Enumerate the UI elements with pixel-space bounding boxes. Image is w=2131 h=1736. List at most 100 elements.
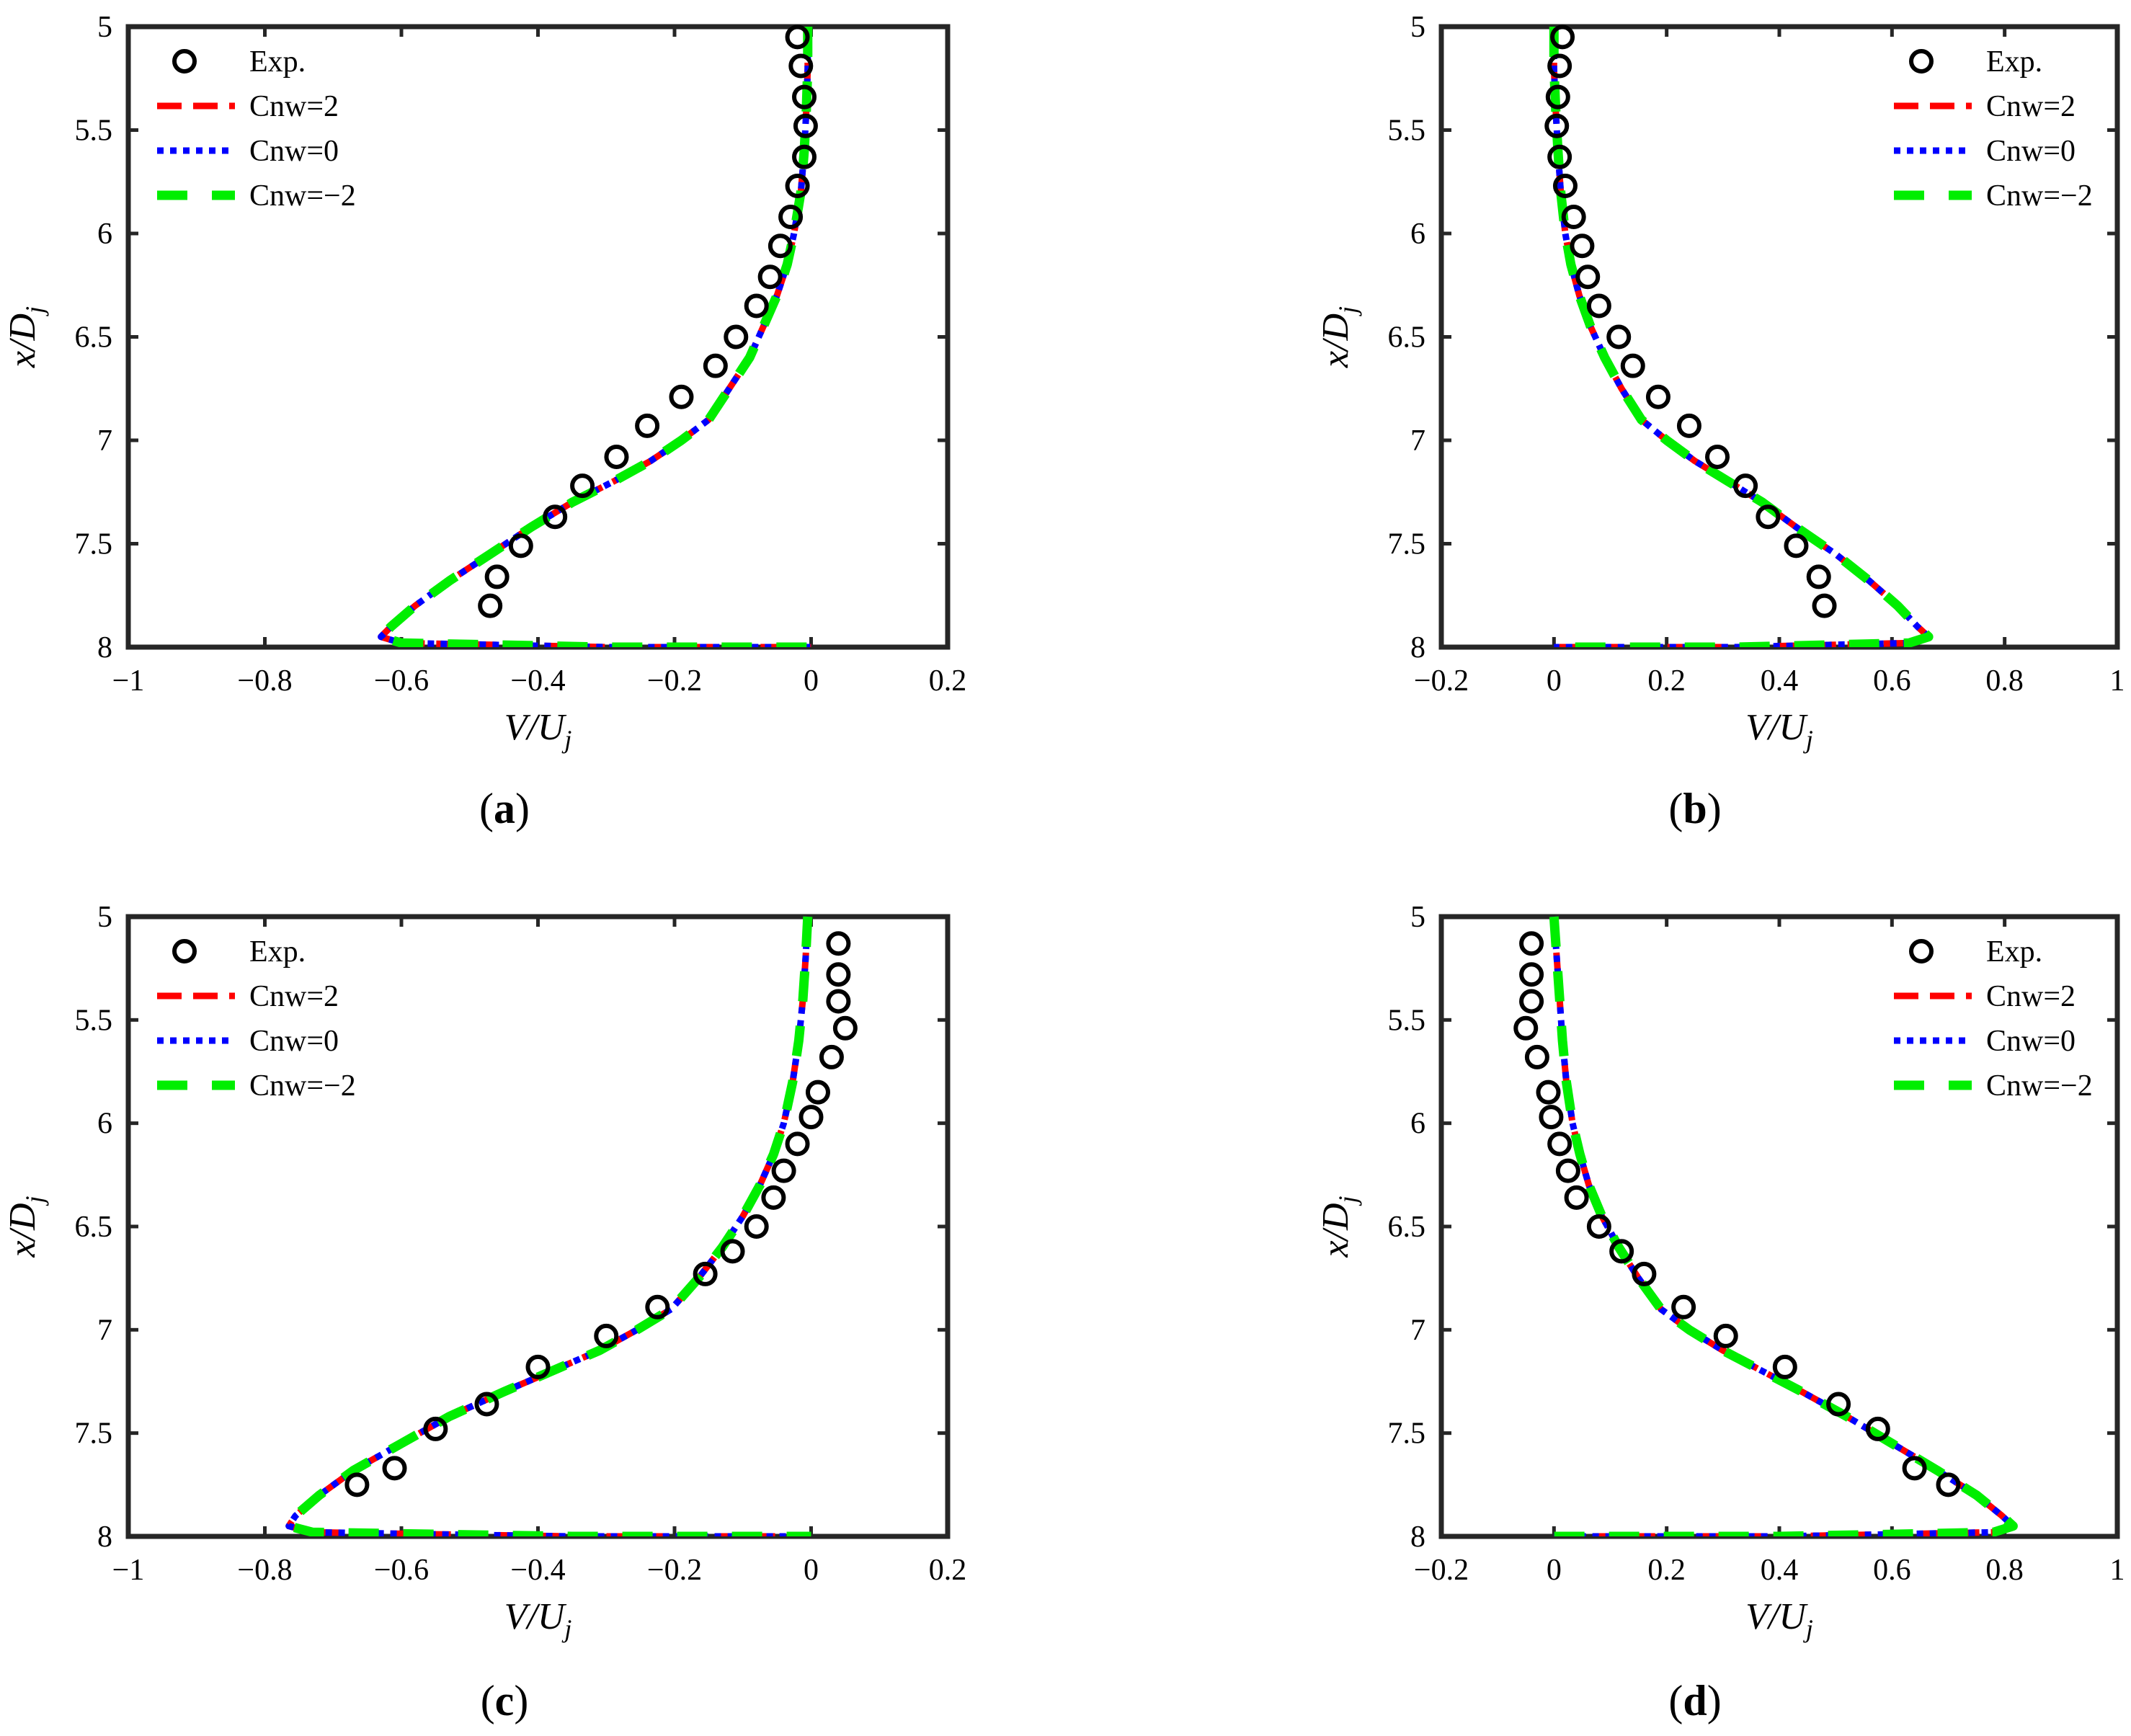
y-tick-label: 7.5 [75,528,113,561]
y-tick-label: 5 [97,901,112,934]
x-tick-label: 0.2 [929,664,967,698]
y-tick-label: 5.5 [75,115,113,148]
exp-point [1784,533,1809,558]
exp-point [423,1416,448,1441]
exp-point [1513,1015,1539,1041]
series-line-cnw0 [285,916,811,1536]
exp-point [1519,989,1544,1014]
x-tick-label: −0.2 [1414,1554,1469,1587]
y-axis-label: x/Dj [2,1196,49,1258]
y-tick-label: 5.5 [1388,115,1426,148]
y-tick-label: 6 [1410,1108,1425,1141]
y-axis-label: x/Dj [2,306,49,368]
panel-c: −1 −0.8 −0.6 −0.4 −0.2 0 0.2 5 5.5 6 6.5 7 7.5 8 V/Uj x… [2,901,966,1724]
legend-entry: Cnw=2 [1986,980,2076,1013]
y-tick-label: 7.5 [75,1417,113,1451]
series-line-cnwm2 [376,27,813,647]
y-tick-label: 6.5 [75,1211,113,1244]
exp-point [645,1294,670,1319]
legend-entry: Cnw=2 [1986,90,2076,123]
exp-point [382,1456,407,1481]
legend-entry: Exp. [1986,45,2042,79]
x-tick-label: −0.6 [374,664,429,698]
y-tick-label: 8 [1410,1521,1425,1554]
subfigure-label: (b) [1668,785,1721,832]
exp-point [792,144,817,169]
x-axis-label: V/Uj [504,1596,572,1643]
y-tick-label: 7 [97,424,112,458]
exp-point [474,1392,499,1417]
exp-point [819,1044,844,1069]
x-tick-label: 0.2 [1647,1554,1686,1587]
y-tick-label: 7 [97,1314,112,1347]
exp-point [570,473,595,499]
x-tick-label: −0.2 [647,1554,702,1587]
exp-point [1620,353,1645,378]
exp-point [1519,931,1544,956]
series-line-cnw0 [1550,916,2016,1536]
exp-point [703,353,728,378]
exp-point [761,1185,786,1210]
exp-point [1826,1392,1851,1417]
x-tick-label: 0 [1547,1554,1562,1587]
legend-entry: Cnw=0 [249,135,339,168]
exp-point [604,444,629,469]
exp-point [793,113,818,138]
exp-point [826,989,851,1014]
exp-point [778,205,804,230]
x-tick-label: −1 [112,664,145,698]
y-tick-label: 6 [1410,218,1425,251]
x-tick-label: −0.2 [647,664,702,698]
y-tick-label: 8 [1410,631,1425,664]
legend-entry: Exp. [249,935,306,969]
exp-point [1552,173,1578,198]
exp-point [669,384,694,409]
y-tick-label: 8 [97,631,112,664]
x-tick-label: 0.2 [1647,664,1686,698]
legend-entry: Cnw=−2 [1986,1069,2093,1103]
legend-entry: Cnw=−2 [249,1069,356,1103]
legend: Exp. Cnw=2 Cnw=0 Cnw=−2 [157,935,356,1103]
exp-point [826,962,851,987]
exp-point [1806,564,1831,589]
legend: Exp. Cnw=2 Cnw=0 Cnw=−2 [1894,45,2093,213]
panel-a: −1 −0.8 −0.6 −0.4 −0.2 0 0.2 5 5.5 6 6.5 7 7.5 8 V/Uj x… [2,11,966,832]
legend-exp-marker [1909,939,1934,963]
subfigure-label: (d) [1668,1677,1721,1724]
y-tick-label: 7 [1410,1314,1425,1347]
exp-point [1564,1185,1589,1210]
x-tick-label: −1 [112,1554,145,1587]
exp-point [1586,1214,1611,1239]
x-tick-label: 0.8 [1985,664,2024,698]
x-tick-label: 0.6 [1873,1554,1911,1587]
exp-point [792,84,817,110]
exp-point [1545,84,1570,110]
exp-point [1865,1416,1890,1441]
y-tick-label: 7.5 [1388,1417,1426,1451]
y-axis-label: x/Dj [1315,1196,1362,1258]
y-tick-label: 5 [97,11,112,44]
panel-d: −0.2 0 0.2 0.4 0.6 0.8 1 5 5.5 6 6.5 7 7.5 8 V/Uj x/Dj (… [1315,901,2125,1724]
exp-point [1519,962,1544,987]
exp-point [508,533,533,558]
exp-point [768,233,793,259]
x-tick-label: 0.4 [1761,1554,1799,1587]
y-tick-label: 5.5 [75,1004,113,1037]
exp-point [798,1105,824,1130]
legend-exp-marker [172,939,197,963]
exp-point [1756,504,1781,530]
exp-point [1575,264,1601,290]
exp-point [1524,1044,1549,1069]
exp-point [785,173,810,198]
y-tick-label: 7 [1410,424,1425,458]
x-tick-label: 0.8 [1985,1554,2024,1587]
legend-entry: Cnw=−2 [1986,179,2093,213]
exp-point [788,53,814,79]
legend: Exp. Cnw=2 Cnw=0 Cnw=−2 [157,45,356,213]
exp-point [635,413,660,438]
y-tick-label: 6 [97,1108,112,1141]
x-tick-label: 0.6 [1873,664,1911,698]
exp-point [1705,444,1730,469]
y-tick-label: 7.5 [1388,528,1426,561]
exp-point [1536,1080,1561,1105]
